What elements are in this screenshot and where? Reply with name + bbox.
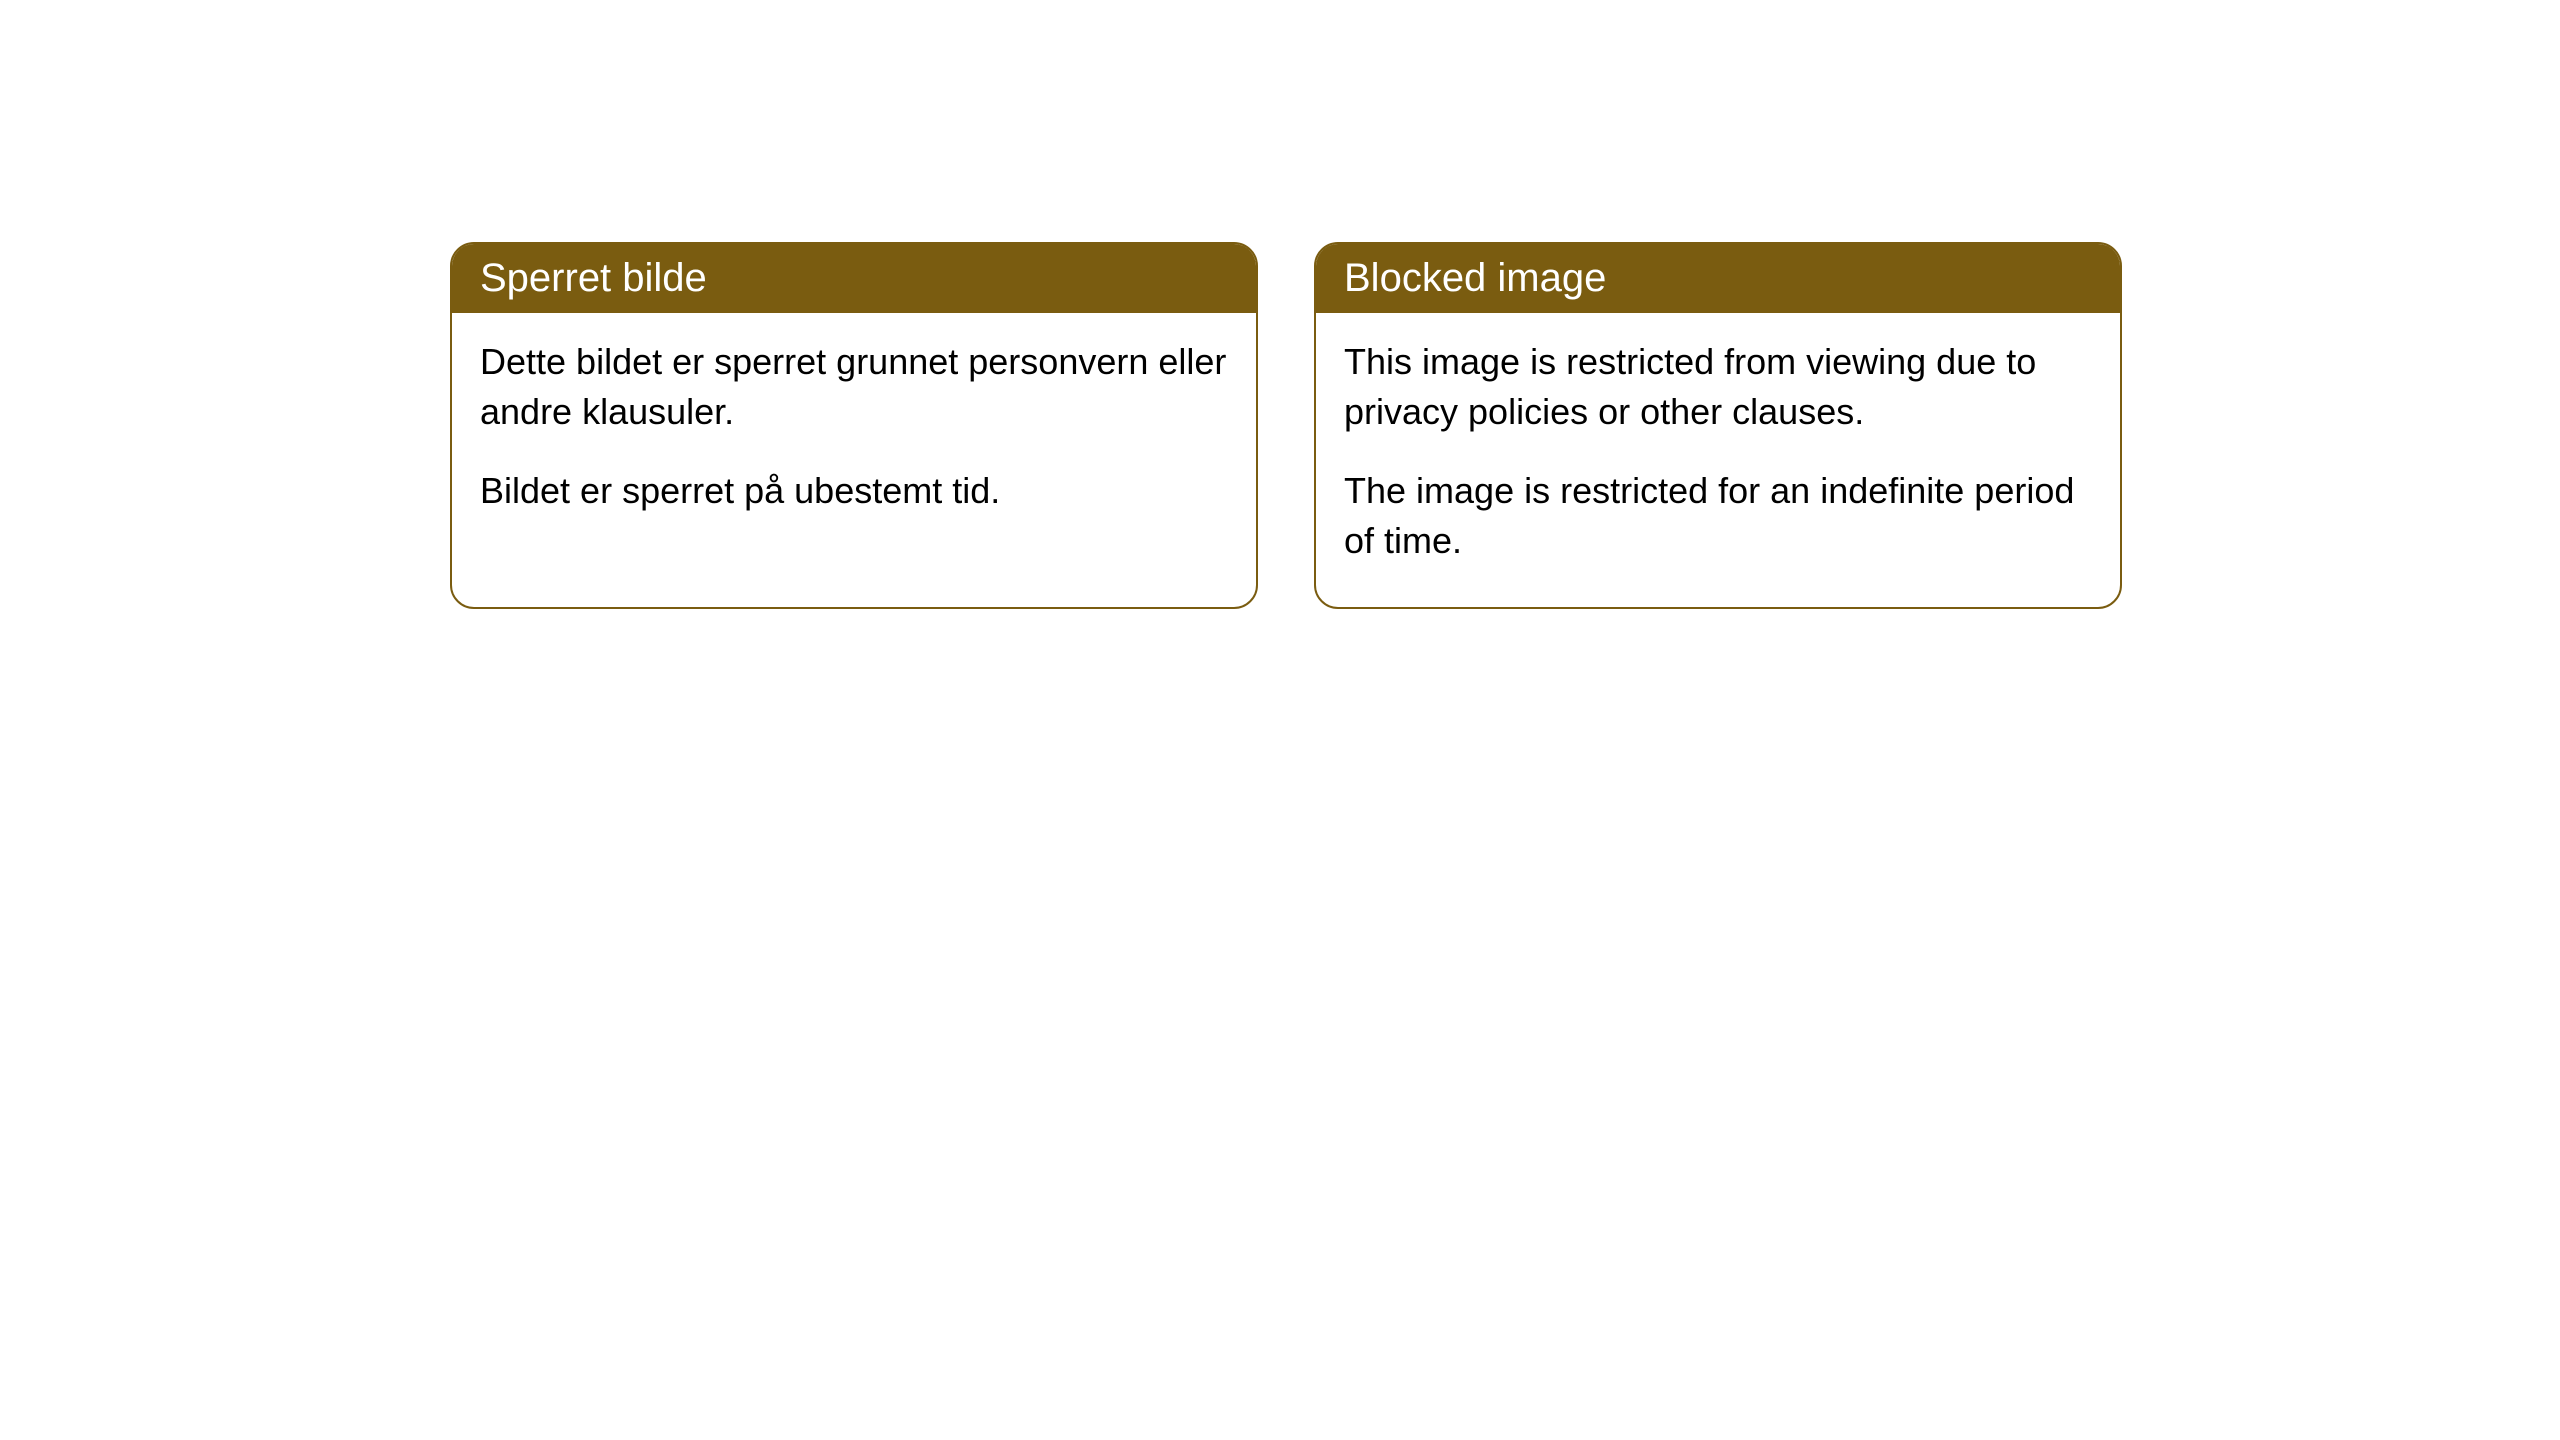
notice-header-english: Blocked image <box>1316 244 2120 313</box>
notice-paragraph-1-english: This image is restricted from viewing du… <box>1344 337 2092 438</box>
notice-container: Sperret bilde Dette bildet er sperret gr… <box>450 242 2122 609</box>
notice-title-norwegian: Sperret bilde <box>480 256 707 300</box>
notice-paragraph-2-english: The image is restricted for an indefinit… <box>1344 466 2092 567</box>
notice-card-english: Blocked image This image is restricted f… <box>1314 242 2122 609</box>
notice-card-norwegian: Sperret bilde Dette bildet er sperret gr… <box>450 242 1258 609</box>
notice-header-norwegian: Sperret bilde <box>452 244 1256 313</box>
notice-body-english: This image is restricted from viewing du… <box>1316 313 2120 607</box>
notice-paragraph-2-norwegian: Bildet er sperret på ubestemt tid. <box>480 466 1228 516</box>
notice-title-english: Blocked image <box>1344 256 1606 300</box>
notice-body-norwegian: Dette bildet er sperret grunnet personve… <box>452 313 1256 556</box>
notice-paragraph-1-norwegian: Dette bildet er sperret grunnet personve… <box>480 337 1228 438</box>
